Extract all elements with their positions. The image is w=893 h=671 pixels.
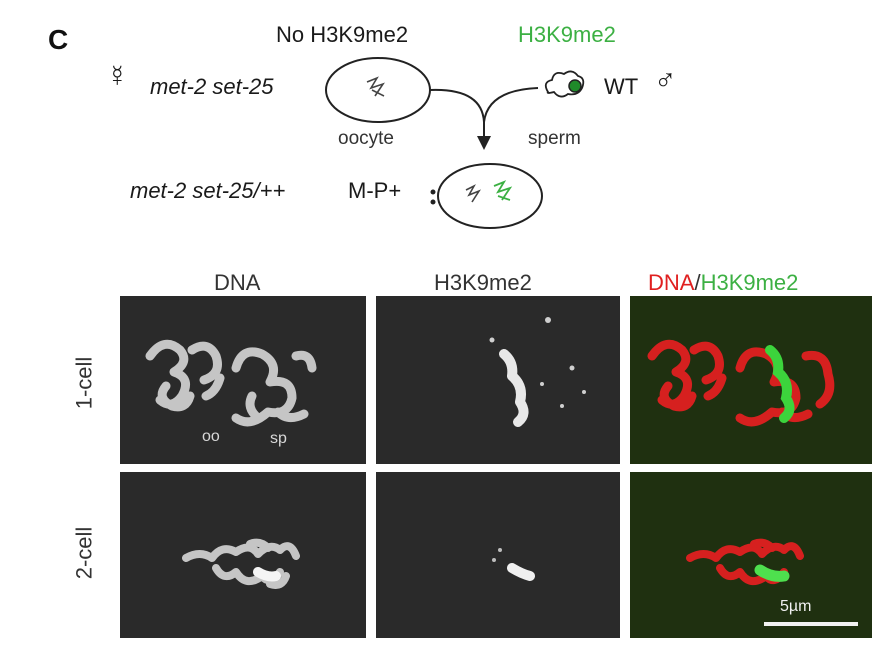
column-header-merge: DNA/H3K9me2 xyxy=(648,270,798,296)
oocyte-nucleus-label: oo xyxy=(202,428,220,445)
progeny-label: M-P+ xyxy=(348,178,402,203)
progeny-genotype: met-2 set-25/++ xyxy=(130,178,286,203)
no-mark-label: No H3K9me2 xyxy=(276,22,409,47)
column-header-dna: DNA xyxy=(214,270,261,295)
micrograph-2cell-dna xyxy=(120,472,366,638)
sperm-nucleus-label: sp xyxy=(270,430,287,447)
merge-dna-label: DNA xyxy=(648,270,695,295)
merge-separator: / xyxy=(694,270,701,295)
row-header-1-cell: 1-cell xyxy=(71,356,97,410)
micrograph-2cell-h3k9me2 xyxy=(376,472,620,638)
male-symbol: ♂ xyxy=(654,64,677,97)
oocyte-cell xyxy=(325,57,431,123)
column-header-h3k9me2: H3K9me2 xyxy=(434,270,532,295)
father-genotype: WT xyxy=(604,74,639,99)
mother-genotype: met-2 set-25 xyxy=(150,74,274,99)
micrograph-1cell-h3k9me2 xyxy=(376,296,620,464)
cross-arrow xyxy=(429,87,539,150)
merge-h3k9-label: H3K9me2 xyxy=(700,270,799,295)
zygote-cell xyxy=(430,163,543,229)
panel-letter: C xyxy=(48,24,69,55)
micrograph-2cell-merge: 5µm xyxy=(630,472,872,638)
row-header-2-cell: 2-cell xyxy=(71,526,97,580)
sperm-cell xyxy=(544,70,585,98)
scale-bar xyxy=(764,622,858,626)
cross-schematic xyxy=(325,57,585,229)
mark-label: H3K9me2 xyxy=(518,22,616,47)
sperm-label: sperm xyxy=(528,128,581,149)
micrograph-1cell-dna: oo sp xyxy=(120,296,366,464)
oocyte-label: oocyte xyxy=(338,128,394,149)
hermaphrodite-symbol: ☿ xyxy=(106,60,129,93)
micrograph-1cell-merge xyxy=(630,296,872,464)
scale-bar-label: 5µm xyxy=(780,598,812,615)
